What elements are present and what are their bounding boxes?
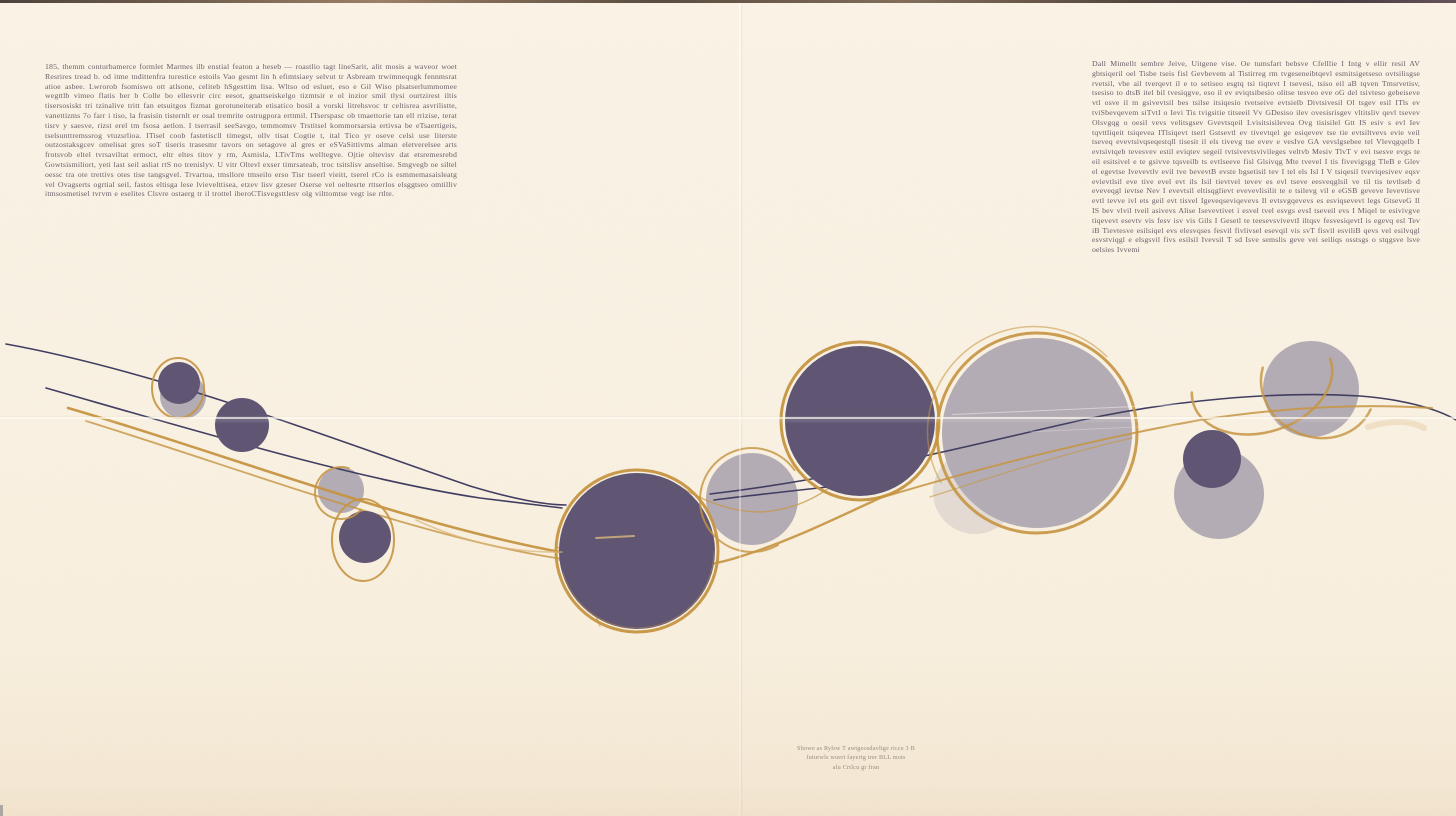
caption-line-1: Showe as Rylsw T awtgeosdavltge ricce 3 … (797, 745, 915, 752)
bottom-left-edge-sliver (0, 805, 3, 816)
caption-line-3: alu Crtlcu gr fran (832, 763, 880, 771)
horizontal-crease (0, 417, 1456, 419)
caption-line-2: futurwls wuert fayertg trer BLL mots (806, 754, 906, 762)
caption: Showe as Rylsw T awtgeosdavltge ricce 3 … (736, 744, 976, 772)
center-fold-crease (739, 3, 741, 816)
